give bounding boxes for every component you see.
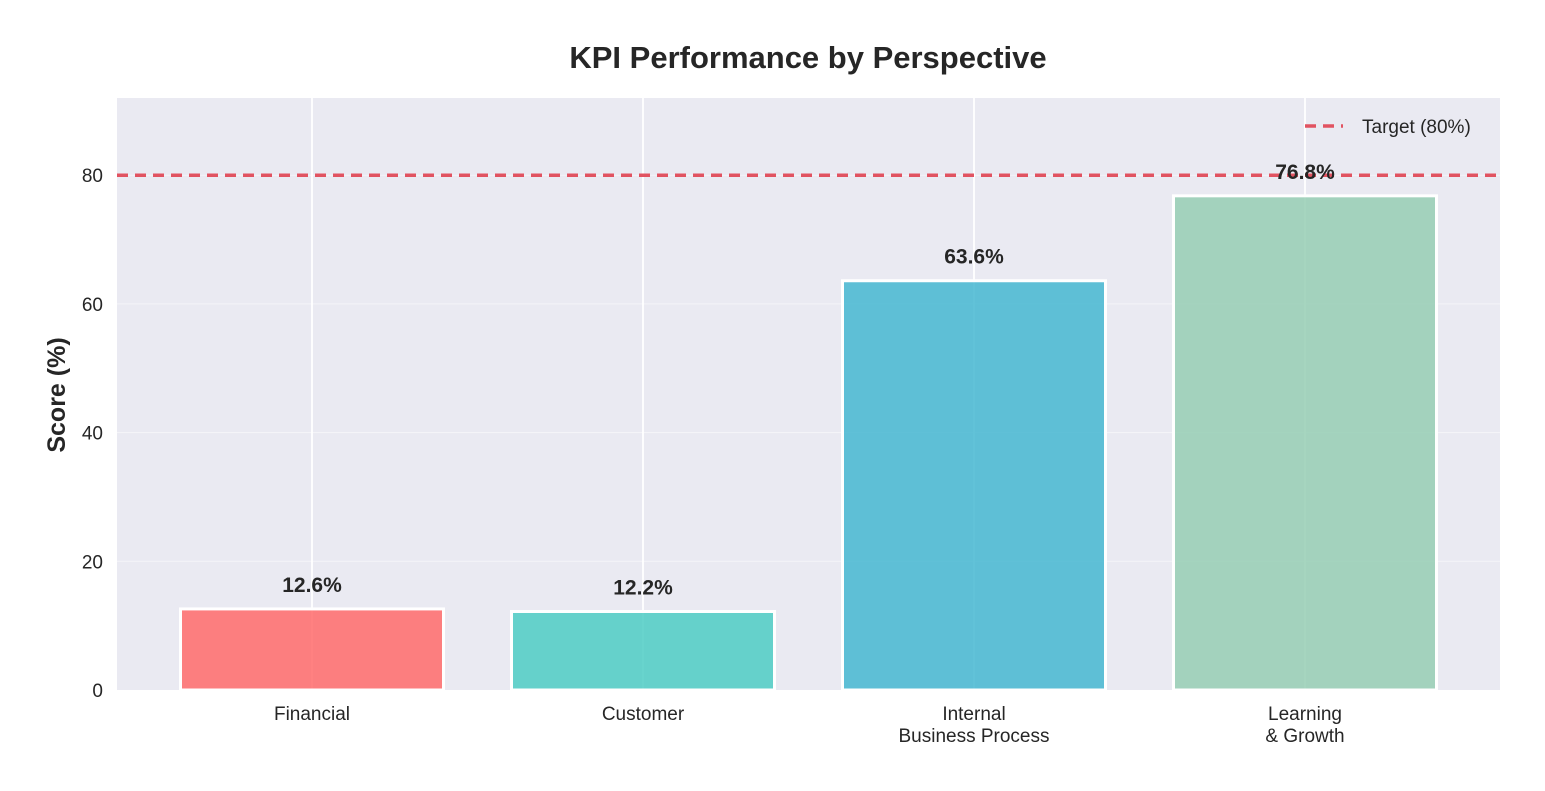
bar-value-label: 12.6%: [282, 574, 342, 597]
x-tick-label: Customer: [602, 704, 685, 725]
bar-value-label: 63.6%: [944, 246, 1004, 269]
bar: [510, 609, 776, 692]
y-tick-label: 60: [82, 295, 103, 316]
x-tick-label-line: Learning: [1268, 704, 1342, 725]
x-tick-label-line: Customer: [602, 704, 685, 725]
y-tick-label: 0: [92, 681, 103, 702]
legend: Target (80%): [1305, 117, 1471, 138]
data-labels: 12.6% 12.2% 63.6% 76.8%: [282, 161, 1335, 600]
bars: [179, 194, 1438, 692]
chart-title: KPI Performance by Perspective: [569, 40, 1046, 75]
legend-target-label: Target (80%): [1362, 117, 1471, 138]
y-axis-label: Score (%): [43, 337, 71, 452]
bar-value-label: 76.8%: [1275, 161, 1335, 184]
x-tick-label: Internal Business Process: [898, 704, 1049, 747]
y-tick-label: 20: [82, 552, 103, 573]
bar: [179, 607, 445, 692]
bar: [1172, 194, 1438, 692]
x-tick-label-line: Internal: [942, 704, 1005, 725]
y-tick-label: 80: [82, 166, 103, 187]
x-axis-ticks: Financial Customer Internal Business Proces…: [274, 704, 1345, 747]
bar: [841, 279, 1107, 692]
x-tick-label-line: & Growth: [1265, 726, 1344, 747]
y-axis-ticks: 0 20 40 60 80: [82, 166, 103, 702]
y-tick-label: 40: [82, 424, 103, 445]
bar-value-label: 12.2%: [613, 576, 673, 599]
x-tick-label: Financial: [274, 704, 350, 725]
x-tick-label-line: Business Process: [898, 726, 1049, 747]
x-tick-label: Learning & Growth: [1265, 704, 1344, 747]
x-tick-label-line: Financial: [274, 704, 350, 725]
